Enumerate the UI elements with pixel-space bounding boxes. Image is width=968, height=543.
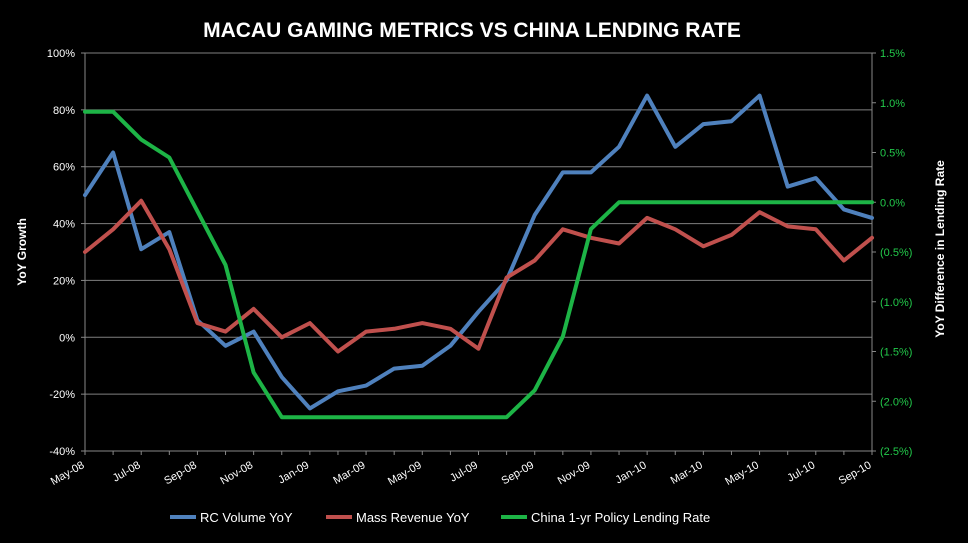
y-tick-label: -20% [49, 389, 75, 401]
x-tick-label: May-09 [386, 459, 424, 488]
y2-tick-label: (1.0%) [880, 297, 912, 309]
y-tick-label: 0% [59, 332, 75, 344]
y-tick-label: 100% [47, 48, 75, 60]
y2-axis-ticks: 1.5% 1.0% 0.5% 0.0% (0.5%) (1.0%) (1.5%) (2.0%)… [872, 48, 912, 458]
legend-label-1: RC Volume YoY [200, 510, 293, 525]
y2-tick-label: 1.0% [880, 98, 905, 110]
chart-title: MACAU GAMING METRICS VS CHINA LENDING RA… [203, 19, 741, 42]
x-tick-label: Jul-08 [111, 459, 143, 484]
y-tick-label: 80% [53, 105, 75, 117]
y2-tick-label: 0.5% [880, 148, 905, 160]
x-axis-ticks: May-08 Jul-08 Sep-08 Nov-08 Jan-09 Mar-09 May-… [49, 451, 874, 488]
x-tick-label: Mar-09 [331, 459, 367, 487]
x-tick-label: Sep-10 [837, 459, 874, 487]
x-tick-label: Jul-09 [448, 459, 480, 484]
x-tick-label: Jan-10 [614, 459, 649, 486]
x-tick-label: Jan-09 [276, 459, 311, 486]
x-tick-label: Nov-08 [218, 459, 255, 487]
y-tick-label: 60% [53, 162, 75, 174]
y2-axis-label: YoY Difference in Lending Rate [933, 160, 947, 338]
series-line-2 [83, 198, 874, 354]
y2-tick-label: (1.5%) [880, 347, 912, 359]
legend: RC Volume YoY Mass Revenue YoY China 1-yr … [170, 510, 710, 525]
series-line-1 [83, 93, 874, 411]
series-group [83, 93, 874, 420]
legend-label-3: China 1-yr Policy Lending Rate [531, 510, 710, 525]
y2-tick-label: (2.0%) [880, 396, 912, 408]
x-tick-label: Nov-09 [556, 459, 593, 487]
x-tick-label: May-10 [723, 459, 761, 488]
y-axis-label: YoY Growth [15, 218, 29, 286]
x-tick-label: May-08 [49, 459, 87, 488]
y2-tick-label: (2.5%) [880, 446, 912, 458]
y2-tick-label: 0.0% [880, 197, 905, 209]
y-axis-ticks: 100% 80% 60% 40% 20% 0% -20% -40% [47, 48, 85, 458]
x-tick-label: Sep-09 [499, 459, 536, 487]
y-tick-label: 40% [53, 219, 75, 231]
legend-label-2: Mass Revenue YoY [356, 510, 470, 525]
x-tick-label: Jul-10 [785, 459, 817, 484]
y2-tick-label: 1.5% [880, 48, 905, 60]
x-tick-label: Sep-08 [162, 459, 199, 487]
y-tick-label: 20% [53, 275, 75, 287]
series-line-3 [83, 109, 874, 420]
y2-tick-label: (0.5%) [880, 247, 912, 259]
x-tick-label: Mar-10 [669, 459, 705, 487]
y-tick-label: -40% [49, 446, 75, 458]
